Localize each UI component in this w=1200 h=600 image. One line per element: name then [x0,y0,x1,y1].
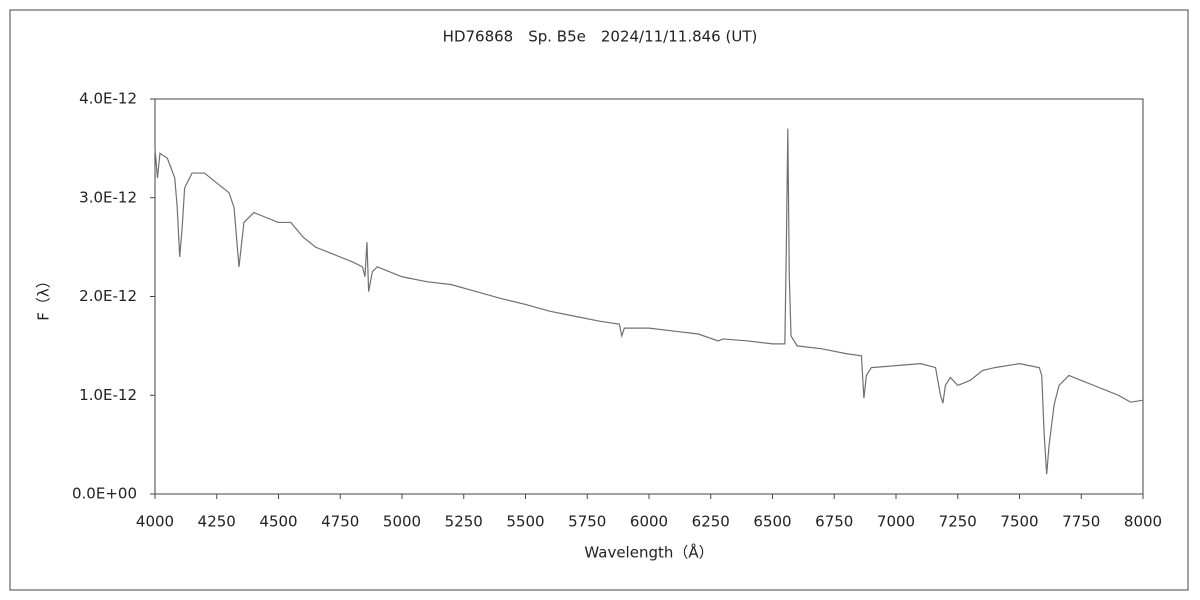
x-axis-label: Wavelength（Å） [584,543,713,562]
y-tick-label: 2.0E-12 [79,287,137,305]
y-tick-label: 4.0E-12 [79,90,137,108]
spectrum-line [154,128,1144,475]
x-tick-label: 4250 [198,513,236,531]
x-tick-label: 5000 [383,513,421,531]
x-tick-label: 7500 [1000,513,1038,531]
x-tick-label: 5250 [445,513,483,531]
x-tick-label: 4000 [136,513,174,531]
x-tick-label: 4750 [321,513,359,531]
x-tick-label: 6750 [815,513,853,531]
y-axis-label: F（λ） [35,273,53,321]
x-tick-label: 6250 [692,513,730,531]
x-tick-label: 5500 [506,513,544,531]
x-tick-label: 7750 [1062,513,1100,531]
y-tick-label: 0.0E+00 [72,485,137,503]
x-tick-label: 5750 [568,513,606,531]
x-tick-label: 4500 [259,513,297,531]
x-tick-label: 8000 [1124,513,1162,531]
chart-title: HD76868 Sp. B5e 2024/11/11.846 (UT) [443,28,758,46]
y-tick-label: 1.0E-12 [79,386,137,404]
x-tick-label: 7000 [877,513,915,531]
x-tick-label: 7250 [939,513,977,531]
x-tick-label: 6000 [630,513,668,531]
x-tick-label: 6500 [753,513,791,531]
frame [9,9,1189,591]
y-tick-label: 3.0E-12 [79,188,137,206]
